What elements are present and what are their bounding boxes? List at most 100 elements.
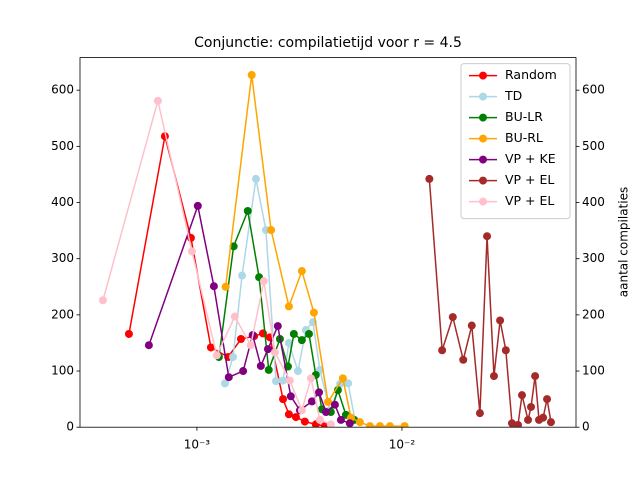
y2-tick-label: 600 [582,83,605,97]
data-point [285,376,294,385]
data-point [338,374,347,383]
data-point [251,174,260,183]
data-point [304,329,313,338]
axes-frame [79,57,577,428]
y2-tick-label: 500 [582,139,605,153]
data-point [229,242,238,251]
data-point [153,96,162,105]
legend-marker [479,92,487,101]
data-point [336,415,345,424]
legend-label: Random [505,67,557,82]
data-point [279,376,288,385]
data-point [321,408,330,417]
data-point [229,352,238,361]
data-point [315,415,324,424]
data-point [315,388,324,397]
data-point [220,379,229,388]
y-tick-label: 200 [51,307,74,321]
series-line [428,178,552,426]
data-point [513,420,522,428]
legend-label: BU-RL [505,130,543,145]
legend-marker [479,176,487,185]
data-point [306,374,315,383]
data-point [263,345,272,354]
data-point [539,413,548,422]
data-point [279,395,288,404]
data-point [507,419,516,428]
data-point [224,373,233,382]
y2-tick-label: 200 [582,307,605,321]
data-point [284,410,293,419]
data-point [400,422,409,428]
data-point [489,372,498,381]
data-point [385,422,394,428]
data-point [236,335,245,344]
data-point [270,348,279,357]
x-tick-label: 10⁻² [389,438,416,452]
data-point [518,391,527,400]
legend-label: VP + KE [505,151,556,166]
data-point [448,313,457,322]
data-point [247,71,256,80]
y2-tick-label: 300 [582,251,605,265]
y2-tick-label: 100 [582,364,605,378]
chart-title: Conjunctie: compilatietijd voor r = 4.5 [194,35,462,51]
y2-axis-label: aantal compilaties [617,187,631,297]
y2-tick-label: 400 [582,195,605,209]
data-point [524,415,533,424]
data-point [246,341,255,350]
data-point [355,418,364,427]
data-point [467,321,476,330]
data-point [230,312,239,321]
data-point [345,419,354,428]
legend: Random TD BU-LR BU-RL VP + KE VP + EL VP + EL [460,63,571,220]
data-point [297,336,306,345]
data-point [206,343,215,352]
legend-label: VP + EL [505,172,554,187]
legend-label: BU-LR [505,109,543,124]
data-point [271,377,280,386]
data-point [289,329,298,338]
data-point [501,346,510,355]
data-point [209,282,218,291]
data-point [496,316,505,325]
data-point [238,271,247,280]
data-point [297,267,306,276]
y-tick-label: 500 [51,139,74,153]
data-point [475,409,484,418]
data-point [259,277,268,286]
data-point [286,392,295,401]
legend-marker [479,197,487,206]
data-point [284,338,293,347]
data-point [124,329,133,338]
data-point [243,206,252,215]
legend-marker [479,71,487,80]
data-point [98,296,107,305]
y-tick-label: 400 [51,195,74,209]
legend-marker [479,113,487,122]
data-point [543,395,552,404]
data-point [375,422,384,428]
data-point [256,361,265,370]
data-point [531,372,540,381]
data-point [273,322,282,331]
data-point [459,355,468,364]
data-point [326,420,335,428]
y-tick-label: 0 [66,420,74,434]
y2-tick-label: 0 [582,420,590,434]
y-tick-label: 300 [51,251,74,265]
data-point [264,365,273,374]
y-tick-label: 600 [51,83,74,97]
data-point [193,201,202,210]
data-point [239,367,248,376]
data-point [546,418,555,427]
data-point [291,413,300,422]
data-point [527,402,536,411]
data-point [330,400,339,409]
data-point [483,232,492,241]
data-point [212,351,221,360]
data-point [324,397,333,406]
plot-area [98,71,555,428]
legend-label: TD [504,88,522,103]
data-point [344,379,353,388]
